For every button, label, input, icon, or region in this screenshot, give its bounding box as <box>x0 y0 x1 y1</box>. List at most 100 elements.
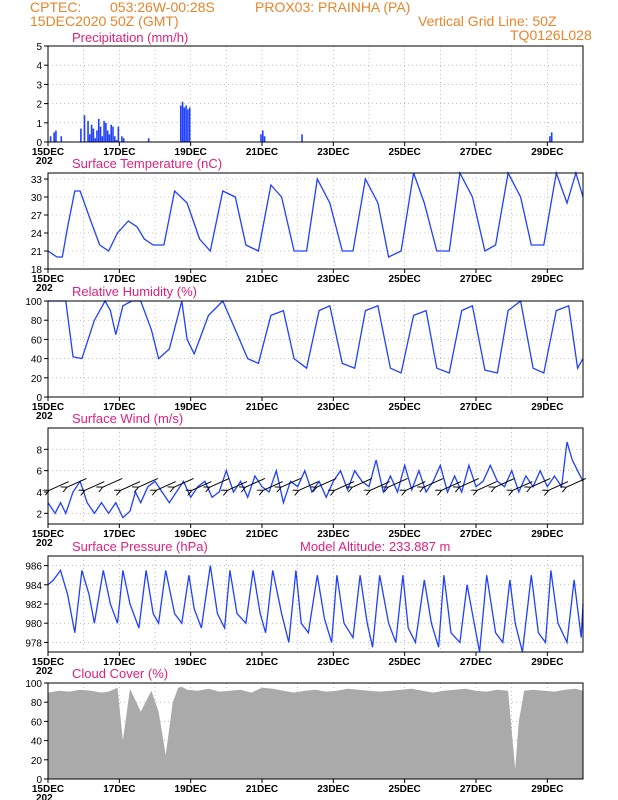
precip-bar <box>53 132 55 142</box>
wind-direction-arrow <box>530 477 551 487</box>
precip-bar <box>90 124 93 142</box>
x-tick-label: 19DEC <box>175 274 207 285</box>
y-tick-label: 100 <box>25 679 42 690</box>
x-tick-label: 19DEC <box>175 402 207 413</box>
cloud-frame <box>47 682 584 780</box>
x-year-label: 202 <box>36 156 53 167</box>
x-tick-label: 29DEC <box>531 274 563 285</box>
y-tick-label: 24 <box>31 229 43 240</box>
precip-bar <box>101 136 104 142</box>
wind-direction-arrow <box>209 477 230 487</box>
y-tick-label: 40 <box>31 355 43 366</box>
x-tick-label: 27DEC <box>460 274 492 285</box>
wind-direction-arrow <box>120 481 141 491</box>
x-tick-label: 23DEC <box>317 274 349 285</box>
wind-direction-arrow <box>49 481 69 491</box>
precip-bar <box>80 128 82 142</box>
y-tick-label: 2 <box>36 509 42 520</box>
x-tick-label: 15DEC <box>32 274 64 285</box>
x-tick-label: 29DEC <box>531 402 563 413</box>
x-year-label: 202 <box>36 283 53 294</box>
y-tick-label: 978 <box>25 638 42 649</box>
x-tick-label: 27DEC <box>460 529 492 540</box>
header-coords: 053:26W-00:28S <box>110 0 215 15</box>
precip-bar <box>179 105 182 142</box>
y-tick-label: 18 <box>31 265 43 276</box>
precip-bar <box>549 136 551 142</box>
x-tick-label: 27DEC <box>460 402 492 413</box>
x-tick-label: 15DEC <box>32 784 64 795</box>
wind-direction-arrow <box>227 481 248 491</box>
x-tick-label: 21DEC <box>246 529 278 540</box>
x-tick-label: 17DEC <box>103 784 135 795</box>
wind-series-line <box>47 441 584 519</box>
y-tick-label: 5 <box>36 42 42 53</box>
precip-bar <box>49 136 52 142</box>
cloud-panel: 0 20 40 60 80 100 15DEC 17DEC 19DEC 21DEC 23DEC 25D… <box>25 666 584 800</box>
precip-bar <box>262 130 264 142</box>
y-tick-label: 0 <box>36 393 42 404</box>
wind-direction-arrow <box>495 477 515 487</box>
precip-bar <box>92 128 95 142</box>
temp-panel: 18 21 24 27 30 33 15DEC 17DEC 19DEC 21DEC 23DEC 25D… <box>31 156 584 294</box>
y-tick-label: 20 <box>31 374 43 385</box>
y-tick-label: 30 <box>31 193 43 204</box>
precip-bar <box>187 109 189 142</box>
precip-bar <box>108 134 111 142</box>
precip-bar <box>121 136 123 142</box>
wind-direction-arrow <box>316 477 337 487</box>
y-tick-label: 20 <box>31 756 43 767</box>
y-tick-label: 2 <box>36 100 42 111</box>
y-tick-label: 8 <box>36 445 42 456</box>
precip-bar <box>550 132 553 142</box>
wind-direction-arrow <box>405 481 426 491</box>
precip-bar <box>181 101 184 142</box>
precip-bar <box>260 134 262 142</box>
precip-bar <box>263 136 266 142</box>
pressure-series-line <box>47 565 584 653</box>
y-tick-label: 1 <box>36 119 42 130</box>
x-tick-label: 25DEC <box>389 657 421 668</box>
y-tick-label: 100 <box>25 297 42 308</box>
x-tick-label: 21DEC <box>246 402 278 413</box>
precip-bar <box>112 126 114 142</box>
wind-direction-arrow <box>423 477 444 487</box>
precip-bar <box>105 122 107 142</box>
x-tick-label: 21DEC <box>246 657 278 668</box>
precip-bar <box>117 126 120 142</box>
y-tick-label: 982 <box>25 600 42 611</box>
temp-title: Surface Temperature (nC) <box>72 156 222 171</box>
x-tick-label: 23DEC <box>317 147 349 158</box>
wind-direction-arrow <box>459 477 480 487</box>
x-tick-label: 25DEC <box>389 529 421 540</box>
x-tick-label: 25DEC <box>389 402 421 413</box>
wind-direction-arrow <box>352 477 373 487</box>
x-year-label: 202 <box>36 538 53 549</box>
wind-direction-arrow <box>138 477 159 487</box>
x-tick-label: 19DEC <box>175 657 207 668</box>
y-tick-label: 60 <box>31 335 43 346</box>
precip-bar <box>60 136 63 142</box>
precip-title: Precipitation (mm/h) <box>72 30 188 45</box>
precip-bar <box>113 136 116 142</box>
precip-bar <box>188 107 191 142</box>
x-tick-label: 27DEC <box>460 784 492 795</box>
x-tick-label: 17DEC <box>103 402 135 413</box>
y-tick-label: 4 <box>36 488 42 499</box>
x-tick-label: 15DEC <box>32 402 64 413</box>
cloud-cover-area <box>48 686 583 779</box>
wind-direction-arrow <box>102 477 123 487</box>
temp-series-line <box>47 170 584 258</box>
precip-bar <box>94 138 96 142</box>
precip-bar <box>110 124 113 142</box>
wind-direction-arrow <box>263 481 283 491</box>
wind-direction-arrow <box>191 481 212 491</box>
y-tick-label: 4 <box>36 61 42 72</box>
x-tick-label: 15DEC <box>32 529 64 540</box>
y-tick-label: 33 <box>31 175 43 186</box>
x-tick-label: 23DEC <box>317 402 349 413</box>
precip-bar <box>183 107 186 142</box>
x-tick-label: 23DEC <box>317 529 349 540</box>
y-tick-label: 0 <box>36 775 42 786</box>
wind-direction-arrow <box>441 481 462 491</box>
